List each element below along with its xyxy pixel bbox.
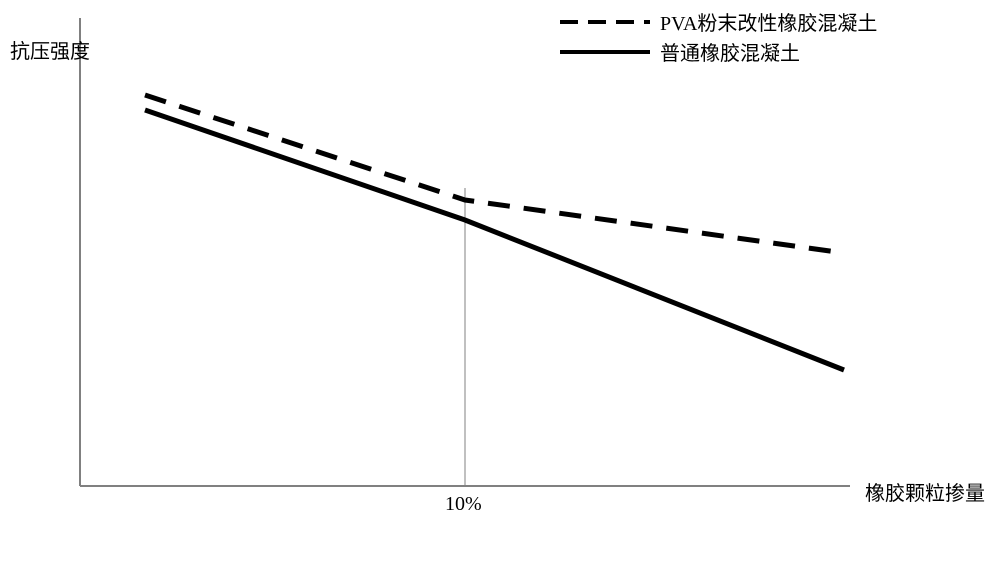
y-axis-label: 抗压强度	[10, 40, 90, 63]
legend-label-0: PVA粉末改性橡胶混凝土	[660, 12, 877, 35]
line-chart: 抗压强度橡胶颗粒掺量 10% PVA粉末改性橡胶混凝土普通橡胶混凝土	[0, 0, 1000, 564]
x-tick-10pct: 10%	[445, 493, 482, 515]
x-axis-label: 橡胶颗粒掺量	[865, 482, 985, 505]
legend-label-1: 普通橡胶混凝土	[660, 42, 800, 65]
chart-bg	[0, 0, 1000, 564]
chart-container: 抗压强度橡胶颗粒掺量 10% PVA粉末改性橡胶混凝土普通橡胶混凝土	[0, 0, 1000, 564]
